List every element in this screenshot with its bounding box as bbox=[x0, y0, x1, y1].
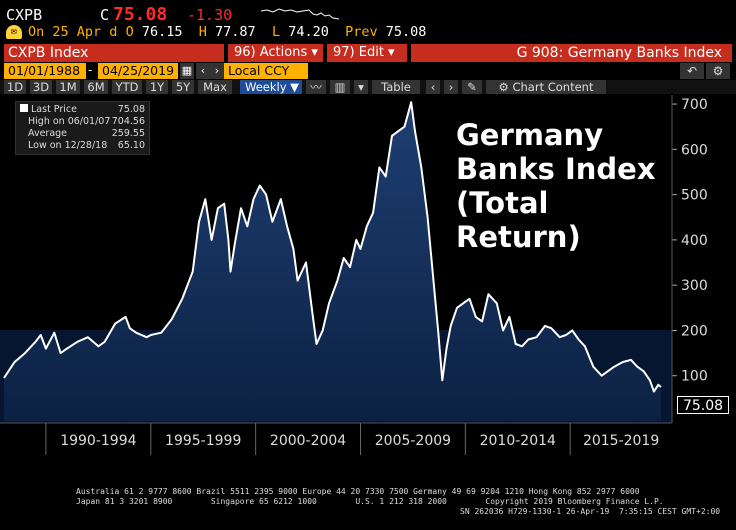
chart-style-icon[interactable]: ▥ bbox=[330, 80, 350, 94]
x-period-label: 1990-1994 bbox=[60, 433, 136, 449]
start-date-field[interactable]: 01/01/1988 bbox=[4, 63, 86, 79]
chevron-left-icon[interactable]: ‹ bbox=[196, 63, 210, 79]
date-range-bar: 01/01/1988 - 04/25/2019 ▦ ‹ › Local CCY … bbox=[0, 63, 736, 79]
period-1y[interactable]: 1Y bbox=[146, 80, 168, 94]
legend-average-value: 259.55 bbox=[111, 128, 145, 139]
y-tick-label: 500 bbox=[681, 188, 708, 204]
period-max[interactable]: Max bbox=[198, 80, 232, 94]
legend-low-value: 65.10 bbox=[117, 140, 145, 151]
close-value: 75.08 bbox=[113, 4, 168, 25]
y-tick-label: 600 bbox=[681, 142, 708, 158]
chart-annotation: Germany Banks Index (Total Return) bbox=[456, 118, 656, 254]
price-chart: 100 200 300 400 500 600 700 1990-1994 1995-1999… bbox=[0, 95, 708, 455]
open-value: 76.15 bbox=[141, 24, 183, 40]
footer-session: SN 262036 H729-1330-1 26-Apr-19 7:35:15 … bbox=[460, 507, 721, 516]
prev-label: Prev bbox=[345, 24, 378, 40]
calendar-icon[interactable]: ▦ bbox=[180, 63, 194, 79]
y-tick-label: 200 bbox=[681, 323, 708, 339]
date-separator: - bbox=[88, 63, 93, 77]
ohlc-line: ✉ On 25 Apr d O 76.15 H 77.87 L 74.20 Pre… bbox=[6, 24, 426, 40]
high-label: H bbox=[198, 24, 207, 40]
prev-value: 75.08 bbox=[385, 24, 427, 40]
x-period-label: 2015-2019 bbox=[583, 433, 659, 449]
y-tick-label: 700 bbox=[681, 97, 708, 113]
intraday-sparkline bbox=[261, 8, 339, 20]
live-badge-icon: ✉ bbox=[6, 25, 22, 39]
frequency-select[interactable]: Weekly ▼ bbox=[240, 80, 302, 94]
x-period-label: 1995-1999 bbox=[165, 433, 241, 449]
footer: Australia 61 2 9777 8600 Brazil 5511 239… bbox=[0, 484, 736, 530]
period-bar: 1D 3D 1M 6M YTD 1Y 5Y Max Weekly ▼ 〰 ▥ ▾… bbox=[0, 80, 736, 94]
command-bar: CXPB Index 96) Actions ▾ 97) Edit ▾ G 90… bbox=[0, 44, 736, 62]
on-label: On bbox=[28, 24, 45, 40]
x-period-label: 2005-2009 bbox=[375, 433, 451, 449]
actions-menu[interactable]: 96) Actions ▾ bbox=[228, 44, 323, 62]
x-period-label: 2010-2014 bbox=[480, 433, 556, 449]
legend-last-price-value: 75.08 bbox=[117, 104, 145, 115]
currency-select[interactable]: Local CCY bbox=[224, 63, 308, 79]
legend-average-label: Average bbox=[28, 128, 68, 139]
ticker: CXPB bbox=[6, 6, 43, 24]
open-label: O bbox=[125, 24, 134, 40]
period-1d[interactable]: 1D bbox=[4, 80, 26, 94]
high-value: 77.87 bbox=[215, 24, 256, 40]
last-value-label: 75.08 bbox=[677, 396, 729, 414]
y-tick-label: 100 bbox=[681, 369, 708, 385]
gear-icon: ⚙ bbox=[498, 80, 513, 94]
legend-high-value: 704.56 bbox=[111, 116, 145, 127]
table-button[interactable]: Table bbox=[372, 80, 420, 94]
x-period-label: 2000-2004 bbox=[270, 433, 346, 449]
footer-contacts-1: Australia 61 2 9777 8600 Brazil 5511 239… bbox=[76, 487, 640, 496]
quote-date: 25 Apr d bbox=[52, 24, 118, 40]
chart-content-label: Chart Content bbox=[512, 80, 594, 94]
chevron-right-icon[interactable]: › bbox=[210, 63, 224, 79]
edit-icon[interactable]: ✎ bbox=[462, 80, 482, 94]
legend-low-label: Low on 12/28/18 bbox=[28, 140, 108, 151]
low-value: 74.20 bbox=[288, 24, 329, 40]
security-field[interactable]: CXPB Index bbox=[4, 44, 224, 62]
end-date-field[interactable]: 04/25/2019 bbox=[98, 63, 178, 79]
graph-title: G 908: Germany Banks Index bbox=[411, 44, 732, 62]
chevron-left-icon[interactable]: ‹ bbox=[426, 80, 440, 94]
period-3d[interactable]: 3D bbox=[30, 80, 52, 94]
legend-last-price: Last Price bbox=[20, 104, 77, 115]
period-1m[interactable]: 1M bbox=[56, 80, 80, 94]
period-ytd[interactable]: YTD bbox=[112, 80, 142, 94]
price-area bbox=[4, 102, 661, 421]
price-line bbox=[3, 101, 662, 393]
undo-icon[interactable]: ↶ bbox=[680, 63, 704, 79]
settings-icon[interactable]: ⚙ bbox=[706, 63, 730, 79]
chart-legend: Last Price 75.08 High on 06/01/07 704.56… bbox=[15, 101, 150, 155]
period-5y[interactable]: 5Y bbox=[172, 80, 194, 94]
line-chart-icon[interactable]: 〰 bbox=[306, 80, 326, 94]
chevron-right-icon[interactable]: › bbox=[444, 80, 458, 94]
chart-content-button[interactable]: ⚙ Chart Content bbox=[486, 80, 606, 94]
low-label: L bbox=[271, 24, 281, 40]
legend-high-label: High on 06/01/07 bbox=[28, 116, 111, 127]
y-tick-label: 300 bbox=[681, 278, 708, 294]
price-change: -1.30 bbox=[187, 6, 233, 24]
dropdown-arrow-icon[interactable]: ▾ bbox=[354, 80, 368, 94]
footer-contacts-2: Japan 81 3 3201 8900 Singapore 65 6212 1… bbox=[76, 497, 664, 506]
period-6m[interactable]: 6M bbox=[84, 80, 108, 94]
legend-swatch bbox=[20, 104, 28, 112]
quote-bar: CXPB C 75.08 -1.30 ✉ On 25 Apr d O 76.15 … bbox=[0, 0, 736, 44]
edit-menu[interactable]: 97) Edit ▾ bbox=[327, 44, 407, 62]
close-label: C bbox=[100, 6, 110, 24]
y-tick-label: 400 bbox=[681, 233, 708, 249]
